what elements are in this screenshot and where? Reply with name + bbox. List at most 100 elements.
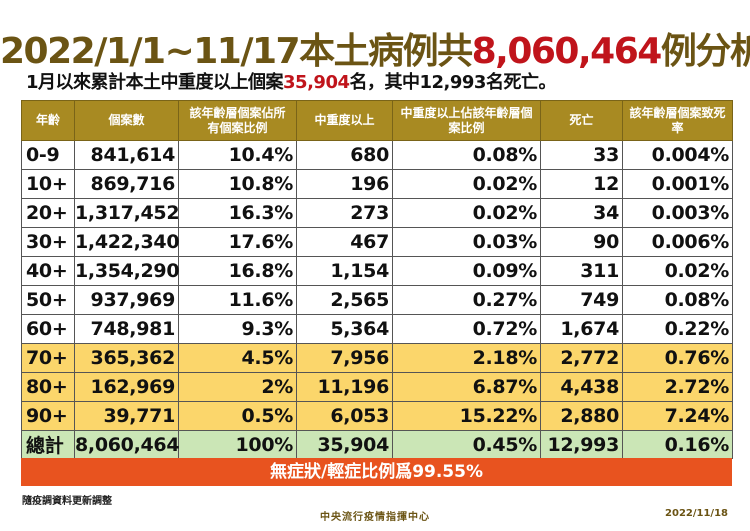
- table-cell: 311: [540, 256, 623, 286]
- table-cell: 2,880: [540, 401, 623, 431]
- table-cell: 11.6%: [178, 285, 297, 315]
- table-cell: 937,969: [74, 285, 179, 315]
- source-label: 中央流行疫情指揮中心: [320, 512, 430, 523]
- table-cell: 0.72%: [392, 314, 541, 344]
- table-cell: 0.22%: [622, 314, 733, 344]
- table-cell: 1,354,290: [74, 256, 180, 286]
- table-cell: 841,614: [74, 140, 179, 170]
- column-header: 中重度以上: [296, 100, 393, 141]
- table-row: 80+ 162,969 2% 11,196 6.87% 4,438 2.72%: [21, 372, 733, 402]
- subtitle: 1月以來累計本土中重度以上個案35,904名，其中12,993名死亡。: [26, 68, 556, 94]
- table-cell: 11,196: [296, 372, 393, 402]
- table-cell: 90: [540, 227, 623, 257]
- age-cell: 70+: [21, 343, 75, 373]
- table-cell: 0.76%: [622, 343, 733, 373]
- table-cell: 2%: [178, 372, 297, 402]
- table-cell: 0.27%: [392, 285, 541, 315]
- age-cell: 總計: [21, 430, 75, 459]
- age-cell: 40+: [21, 256, 75, 286]
- table-cell: 16.3%: [178, 198, 297, 228]
- title-count: 8,060,464: [471, 31, 663, 72]
- table-row: 70+ 365,362 4.5% 7,956 2.18% 2,772 0.76%: [21, 343, 733, 373]
- table-cell: 2.18%: [392, 343, 541, 373]
- table-cell: 16.8%: [178, 256, 297, 286]
- table-cell: 39,771: [74, 401, 179, 431]
- table-cell: 6.87%: [392, 372, 541, 402]
- column-header: 年齡: [21, 100, 75, 141]
- footnote: 隨疫調資料更新調整: [22, 496, 112, 507]
- age-cell: 60+: [21, 314, 75, 344]
- table-cell: 0.003%: [622, 198, 733, 228]
- age-cell: 10+: [21, 169, 75, 199]
- subtitle-prefix: 1月以來累計本土中重度以上個案: [26, 72, 284, 93]
- table-cell: 7,956: [296, 343, 393, 373]
- table-cell: 34: [540, 198, 623, 228]
- column-header: 死亡: [540, 100, 623, 141]
- age-cell: 90+: [21, 401, 75, 431]
- table-cell: 2,565: [296, 285, 393, 315]
- table-cell: 0.08%: [622, 285, 733, 315]
- total-row: 總計 8,060,464 100% 35,904 0.45% 12,993 0.16%: [21, 430, 733, 459]
- subtitle-suffix: 名，其中12,993名死亡。: [349, 72, 557, 93]
- table-row: 20+ 1,317,452 16.3% 273 0.02% 34 0.003%: [21, 198, 733, 228]
- table-cell: 748,981: [74, 314, 179, 344]
- table-cell: 0.004%: [622, 140, 733, 170]
- page-title: 2022/1/1~11/17本土病例共8,060,464例分析: [0, 22, 750, 74]
- title-prefix: 2022/1/1~11/17本土病例共: [0, 31, 473, 72]
- table-row: 50+ 937,969 11.6% 2,565 0.27% 749 0.08%: [21, 285, 733, 315]
- table-row: 90+ 39,771 0.5% 6,053 15.22% 2,880 7.24%: [21, 401, 733, 431]
- table-cell: 33: [540, 140, 623, 170]
- table-cell: 10.4%: [178, 140, 297, 170]
- table-cell: 273: [296, 198, 393, 228]
- table-cell: 0.02%: [622, 256, 733, 286]
- table-cell: 467: [296, 227, 393, 257]
- table-cell: 12: [540, 169, 623, 199]
- table-cell: 15.22%: [392, 401, 541, 431]
- table-cell: 0.08%: [392, 140, 541, 170]
- title-suffix: 例分析: [660, 31, 750, 72]
- table-row: 30+ 1,422,340 17.6% 467 0.03% 90 0.006%: [21, 227, 733, 257]
- date-label: 2022/11/18: [665, 508, 728, 519]
- column-header: 中重度以上佔該年齡層個案比例: [392, 100, 541, 141]
- age-cell: 0-9: [21, 140, 75, 170]
- table-cell: 0.16%: [622, 430, 733, 459]
- table-cell: 0.02%: [392, 198, 541, 228]
- column-header: 個案數: [74, 100, 179, 141]
- subtitle-severe: 35,904: [283, 72, 350, 93]
- table-cell: 100%: [178, 430, 297, 459]
- table-cell: 0.45%: [392, 430, 541, 459]
- asymptomatic-banner: 無症狀/輕症比例爲99.55%: [21, 458, 732, 486]
- column-header: 該年齡層個案致死率: [622, 100, 733, 141]
- table-cell: 0.03%: [392, 227, 541, 257]
- table-cell: 196: [296, 169, 393, 199]
- table-row: 60+ 748,981 9.3% 5,364 0.72% 1,674 0.22%: [21, 314, 733, 344]
- table-cell: 5,364: [296, 314, 393, 344]
- table-cell: 2.72%: [622, 372, 733, 402]
- age-table: 年齡 個案數 該年齡層個案佔所有個案比例 中重度以上 中重度以上佔該年齡層個案比例 死亡該…: [21, 100, 733, 459]
- table-cell: 0.02%: [392, 169, 541, 199]
- table-cell: 6,053: [296, 401, 393, 431]
- table-cell: 1,674: [540, 314, 623, 344]
- table-cell: 1,154: [296, 256, 393, 286]
- age-cell: 50+: [21, 285, 75, 315]
- age-cell: 20+: [21, 198, 75, 228]
- table-cell: 0.006%: [622, 227, 733, 257]
- table-cell: 17.6%: [178, 227, 297, 257]
- table-cell: 1,422,340: [74, 227, 180, 257]
- age-cell: 30+: [21, 227, 75, 257]
- table-cell: 869,716: [74, 169, 179, 199]
- table-cell: 4,438: [540, 372, 623, 402]
- table-cell: 35,904: [296, 430, 393, 459]
- column-header: 該年齡層個案佔所有個案比例: [178, 100, 297, 141]
- table-cell: 0.001%: [622, 169, 733, 199]
- table-cell: 7.24%: [622, 401, 733, 431]
- table-row: 40+ 1,354,290 16.8% 1,154 0.09% 311 0.02%: [21, 256, 733, 286]
- table-row: 0-9 841,614 10.4% 680 0.08% 33 0.004%: [21, 140, 733, 170]
- table-row: 10+ 869,716 10.8% 196 0.02% 12 0.001%: [21, 169, 733, 199]
- table-cell: 12,993: [540, 430, 623, 459]
- table-cell: 749: [540, 285, 623, 315]
- table-cell: 10.8%: [178, 169, 297, 199]
- table-cell: 2,772: [540, 343, 623, 373]
- table-cell: 8,060,464: [74, 430, 180, 459]
- table-cell: 4.5%: [178, 343, 297, 373]
